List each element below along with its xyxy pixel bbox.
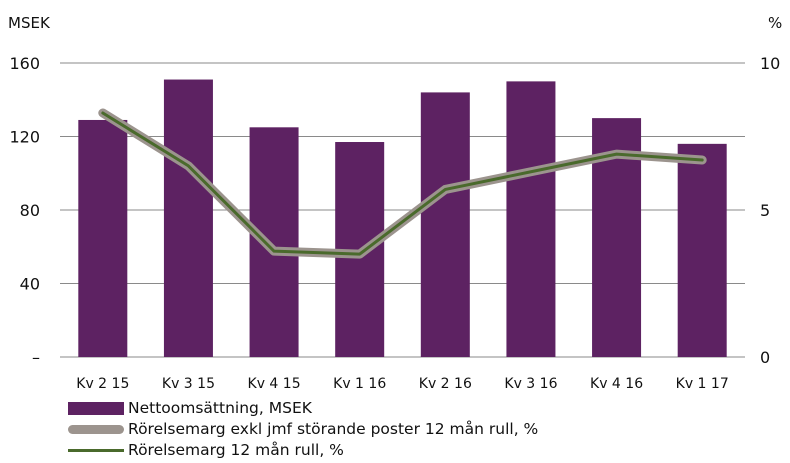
legend-entry-bar: Nettoomsättning, MSEK [68, 398, 538, 419]
legend: Nettoomsättning, MSEK Rörelsemarg exkl j… [68, 398, 538, 461]
left-tick-label-2: 80 [20, 201, 40, 220]
right-tick-label-1: 5 [760, 201, 770, 220]
category-label-1: Kv 3 15 [162, 376, 215, 392]
bar-5 [506, 81, 556, 357]
category-label-2: Kv 4 15 [248, 376, 301, 392]
legend-swatch-margin-excl [68, 425, 124, 434]
legend-label-bar: Nettoomsättning, MSEK [128, 399, 312, 417]
right-tick-label-2: 10 [760, 54, 780, 73]
left-tick-label-0: – [32, 348, 40, 367]
category-label-7: Kv 1 17 [676, 376, 729, 392]
bar-4 [420, 92, 470, 358]
category-label-0: Kv 2 15 [76, 376, 129, 392]
right-tick-label-0: 0 [760, 348, 770, 367]
category-label-6: Kv 4 16 [590, 376, 643, 392]
left-tick-label-1: 40 [20, 275, 40, 294]
category-label-4: Kv 2 16 [419, 376, 472, 392]
legend-label-margin-excl: Rörelsemarg exkl jmf störande poster 12 … [128, 420, 539, 438]
right-ticks: 0 5 10 [760, 54, 780, 367]
legend-entry-margin-excl: Rörelsemarg exkl jmf störande poster 12 … [68, 419, 538, 440]
left-axis-unit: MSEK [8, 14, 51, 32]
line-margin [101, 111, 704, 256]
category-labels: Kv 2 15 Kv 3 15 Kv 4 15 Kv 1 16 Kv 2 16 Kv 3 … [76, 376, 728, 392]
right-axis-unit: % [768, 14, 782, 32]
bar-7 [677, 143, 727, 357]
legend-label-margin: Rörelsemarg 12 mån rull, % [128, 441, 344, 459]
left-tick-label-3: 120 [9, 128, 40, 147]
category-label-5: Kv 3 16 [504, 376, 557, 392]
lines [98, 108, 707, 259]
left-tick-label-4: 160 [9, 54, 40, 73]
left-ticks: – 40 80 120 160 [9, 54, 40, 367]
bar-2 [249, 127, 299, 357]
legend-swatch-bar [68, 402, 124, 415]
bar-1 [163, 79, 213, 357]
legend-swatch-margin [68, 449, 124, 452]
category-label-3: Kv 1 16 [333, 376, 386, 392]
bars [78, 79, 727, 358]
bar-0 [78, 119, 128, 358]
legend-entry-margin: Rörelsemarg 12 mån rull, % [68, 440, 538, 461]
gridlines [60, 62, 745, 358]
